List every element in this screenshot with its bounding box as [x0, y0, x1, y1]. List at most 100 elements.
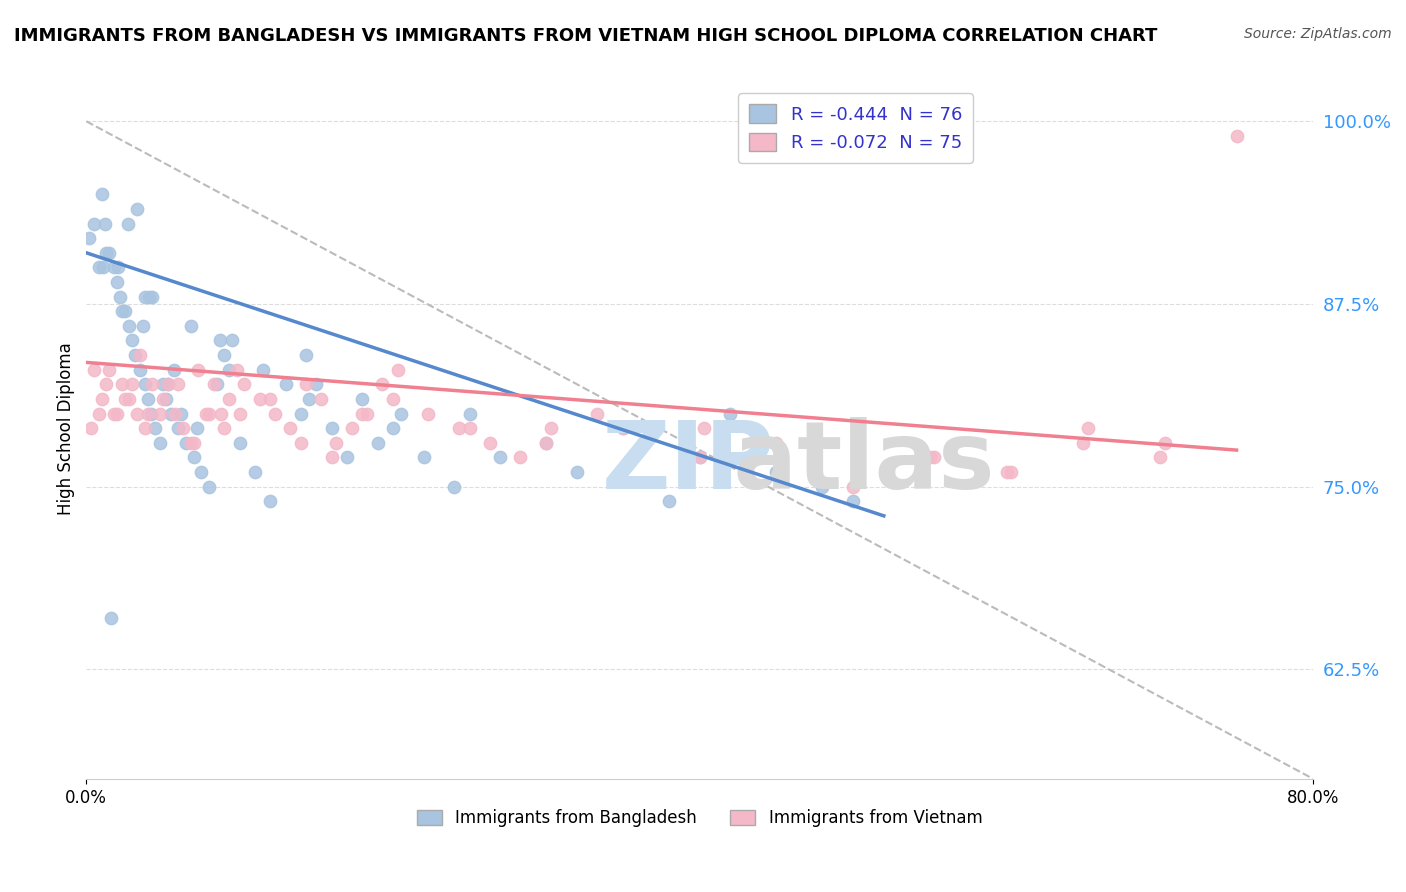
Point: [689, 450, 711, 465]
Point: [228, 435, 250, 450]
Point: [129, 362, 152, 376]
Point: [278, 421, 301, 435]
Point: [98, 362, 121, 376]
Point: [842, 480, 865, 494]
Point: [846, 435, 869, 450]
Point: [765, 435, 787, 450]
Point: [174, 435, 197, 450]
Point: [321, 450, 343, 465]
Text: ZIP: ZIP: [602, 417, 775, 509]
Point: [165, 407, 187, 421]
Point: [631, 435, 654, 450]
Point: [149, 435, 172, 450]
Point: [103, 260, 125, 275]
Point: [565, 465, 588, 479]
Point: [103, 407, 125, 421]
Point: [290, 407, 312, 421]
Point: [387, 362, 409, 376]
Point: [90, 187, 112, 202]
Point: [233, 377, 256, 392]
Point: [155, 392, 177, 406]
Point: [124, 348, 146, 362]
Point: [540, 421, 562, 435]
Point: [1149, 450, 1171, 465]
Point: [167, 421, 190, 435]
Point: [132, 318, 155, 333]
Point: [367, 435, 389, 450]
Point: [136, 407, 159, 421]
Point: [110, 304, 132, 318]
Point: [118, 318, 141, 333]
Point: [612, 421, 634, 435]
Point: [114, 392, 136, 406]
Point: [117, 217, 139, 231]
Point: [995, 465, 1018, 479]
Point: [183, 435, 205, 450]
Point: [118, 392, 141, 406]
Point: [125, 202, 148, 216]
Point: [720, 407, 742, 421]
Point: [458, 421, 481, 435]
Point: [198, 407, 221, 421]
Point: [536, 435, 558, 450]
Point: [693, 421, 716, 435]
Text: Source: ZipAtlas.com: Source: ZipAtlas.com: [1244, 27, 1392, 41]
Point: [205, 377, 228, 392]
Point: [156, 377, 179, 392]
Point: [170, 407, 193, 421]
Point: [228, 407, 250, 421]
Point: [264, 407, 287, 421]
Point: [172, 421, 194, 435]
Point: [218, 392, 240, 406]
Point: [811, 480, 834, 494]
Point: [105, 407, 128, 421]
Point: [138, 290, 160, 304]
Point: [194, 407, 217, 421]
Point: [152, 377, 174, 392]
Point: [243, 465, 266, 479]
Point: [418, 407, 440, 421]
Point: [382, 421, 405, 435]
Point: [80, 421, 103, 435]
Point: [1000, 465, 1022, 479]
Point: [458, 407, 481, 421]
Point: [1153, 435, 1175, 450]
Point: [765, 465, 787, 479]
Point: [141, 290, 163, 304]
Point: [121, 334, 143, 348]
Point: [100, 611, 122, 625]
Point: [221, 334, 243, 348]
Point: [190, 465, 212, 479]
Point: [489, 450, 512, 465]
Point: [536, 435, 558, 450]
Text: atlas: atlas: [602, 417, 994, 509]
Point: [509, 450, 531, 465]
Point: [689, 450, 711, 465]
Point: [478, 435, 501, 450]
Point: [842, 494, 865, 508]
Point: [139, 407, 162, 421]
Text: IMMIGRANTS FROM BANGLADESH VS IMMIGRANTS FROM VIETNAM HIGH SCHOOL DIPLOMA CORREL: IMMIGRANTS FROM BANGLADESH VS IMMIGRANTS…: [14, 27, 1157, 45]
Point: [180, 318, 202, 333]
Point: [586, 407, 609, 421]
Point: [83, 217, 105, 231]
Point: [309, 392, 332, 406]
Point: [325, 435, 347, 450]
Point: [167, 377, 190, 392]
Y-axis label: High School Diploma: High School Diploma: [58, 342, 75, 515]
Point: [152, 392, 174, 406]
Point: [1071, 435, 1094, 450]
Point: [208, 334, 231, 348]
Point: [96, 245, 118, 260]
Point: [96, 377, 118, 392]
Point: [214, 348, 236, 362]
Point: [770, 450, 793, 465]
Point: [107, 260, 129, 275]
Point: [259, 494, 281, 508]
Point: [371, 377, 394, 392]
Point: [290, 435, 312, 450]
Point: [382, 392, 405, 406]
Point: [87, 260, 110, 275]
Point: [294, 348, 316, 362]
Point: [340, 421, 363, 435]
